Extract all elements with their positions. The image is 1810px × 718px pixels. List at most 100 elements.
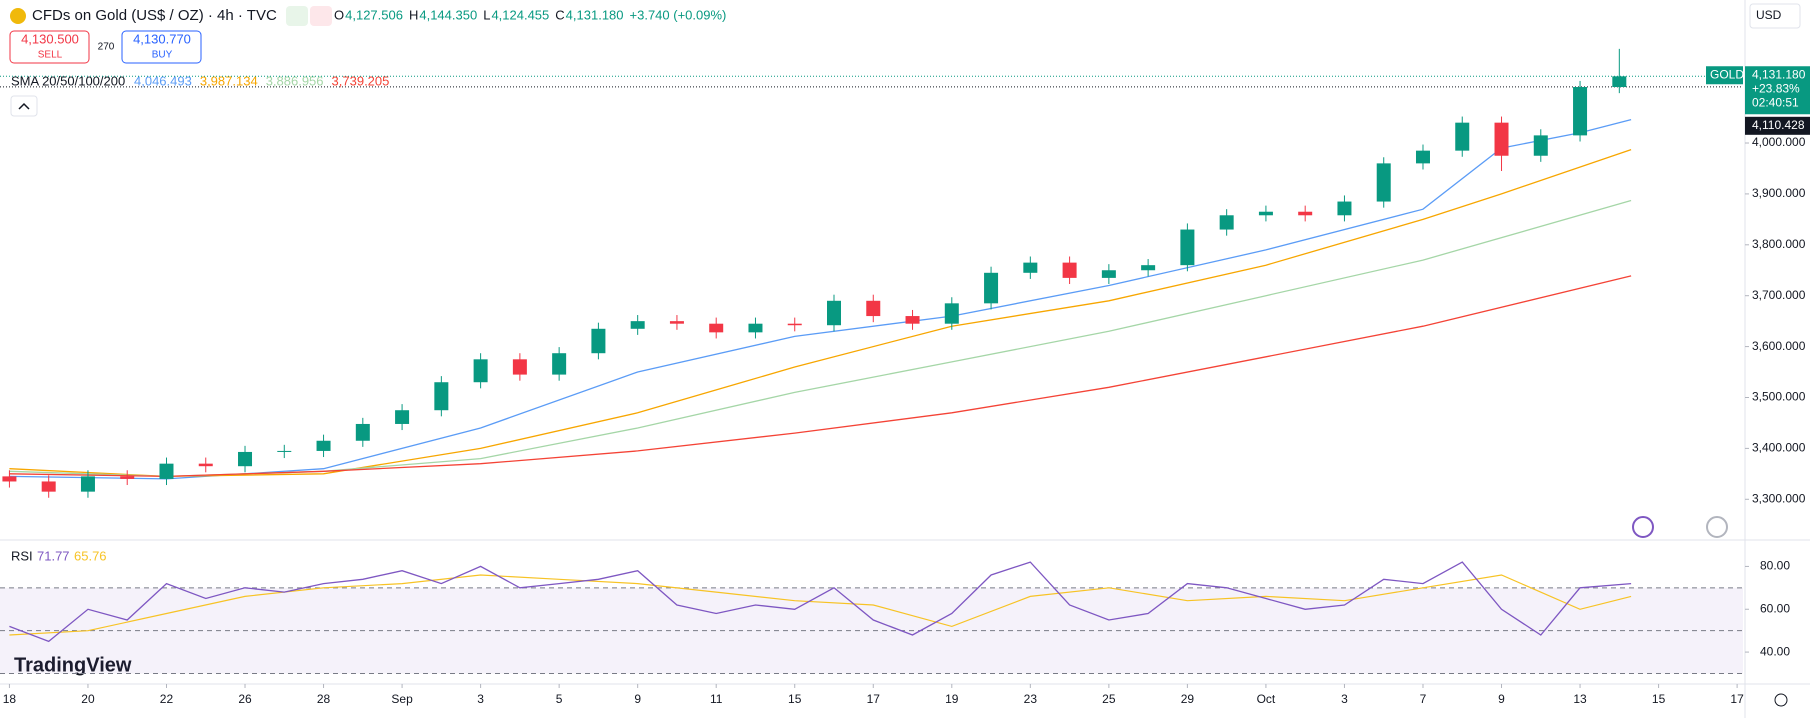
candle-body bbox=[355, 423, 370, 441]
ohlc-value: 4,144.350 bbox=[419, 7, 477, 22]
y-tick-label: 3,700.000 bbox=[1752, 288, 1806, 302]
rsi-tick-label: 40.00 bbox=[1760, 644, 1790, 658]
sma-line bbox=[9, 275, 1632, 478]
settings-icon[interactable] bbox=[1774, 693, 1788, 707]
candle-body bbox=[198, 463, 213, 467]
y-tick-label: 3,400.000 bbox=[1752, 441, 1806, 455]
candle-body bbox=[669, 321, 684, 324]
change: +3.740 (+0.09%) bbox=[630, 7, 727, 22]
x-tick-label: 3 bbox=[1341, 692, 1348, 706]
candle-body bbox=[434, 382, 449, 411]
candle-body bbox=[473, 359, 488, 383]
candle-body bbox=[1180, 229, 1195, 266]
symbol-label: GOLD bbox=[1710, 67, 1744, 81]
candle-body bbox=[1141, 265, 1156, 271]
sma-values: 4,046.493 3,987.134 3,886.956 3,739.205 bbox=[134, 73, 389, 88]
candle-body bbox=[591, 328, 606, 354]
x-tick-label: 18 bbox=[3, 692, 17, 706]
status-icon bbox=[286, 6, 308, 26]
sell-button[interactable] bbox=[9, 30, 90, 64]
candle-body bbox=[1612, 76, 1627, 88]
x-tick-label: 5 bbox=[556, 692, 563, 706]
spread: 270 bbox=[98, 42, 115, 53]
x-tick-label: 25 bbox=[1102, 692, 1116, 706]
currency-button[interactable] bbox=[1749, 3, 1801, 29]
candle-body bbox=[2, 476, 17, 482]
candle-body bbox=[1062, 262, 1077, 278]
candle-body bbox=[709, 323, 724, 333]
candle-body bbox=[1298, 211, 1313, 216]
candle-body bbox=[1573, 87, 1588, 136]
x-tick-label: 19 bbox=[945, 692, 959, 706]
x-tick-label: 23 bbox=[1024, 692, 1038, 706]
candle-body bbox=[1455, 122, 1470, 151]
candle-body bbox=[512, 359, 527, 375]
y-tick-label: 3,800.000 bbox=[1752, 237, 1806, 251]
candle-body bbox=[1023, 262, 1038, 273]
x-tick-label: 26 bbox=[238, 692, 252, 706]
x-tick-label: 3 bbox=[477, 692, 484, 706]
x-tick-label: 9 bbox=[634, 692, 641, 706]
x-tick-label: 20 bbox=[81, 692, 95, 706]
candle-body bbox=[395, 410, 410, 424]
x-tick-label: 13 bbox=[1573, 692, 1587, 706]
sma-value: 3,987.134 bbox=[200, 73, 258, 88]
candle-body bbox=[159, 463, 174, 479]
candle-body bbox=[748, 323, 763, 333]
candle-body bbox=[238, 451, 253, 467]
y-tick-label: 3,300.000 bbox=[1752, 491, 1806, 505]
x-tick-label: 9 bbox=[1498, 692, 1505, 706]
candle-body bbox=[316, 440, 331, 451]
ohlc: O 4,127.506 H 4,144.350 L 4,124.455 C 4,131.180… bbox=[334, 7, 726, 22]
candle-body bbox=[866, 300, 881, 317]
event-flag[interactable] bbox=[1706, 516, 1728, 538]
sma-label: SMA 20/50/100/200 bbox=[11, 73, 125, 88]
ohlc-value: 4,127.506 bbox=[345, 7, 403, 22]
x-tick-label: 17 bbox=[1730, 692, 1744, 706]
candle-body bbox=[787, 323, 802, 326]
candle-body bbox=[630, 321, 645, 329]
chevron bbox=[18, 102, 30, 110]
candle-body bbox=[1258, 211, 1273, 216]
candle-body bbox=[41, 481, 56, 492]
countdown: 02:40:51 bbox=[1752, 95, 1799, 109]
x-tick-label: 28 bbox=[317, 692, 331, 706]
candle-body bbox=[1415, 150, 1430, 164]
candle-body bbox=[1101, 270, 1116, 278]
status-icon bbox=[310, 6, 332, 26]
candle-body bbox=[905, 316, 920, 324]
last-price-label: 4,131.180 bbox=[1752, 67, 1806, 81]
candle-body bbox=[120, 476, 135, 479]
prev-price-box bbox=[1745, 116, 1810, 135]
x-tick-label: 29 bbox=[1181, 692, 1195, 706]
buy-button[interactable] bbox=[121, 30, 202, 64]
buy-price: 4,130.770 bbox=[133, 31, 191, 46]
title: CFDs on Gold (US$ / OZ) · 4h · TVC bbox=[32, 7, 277, 24]
ohlc-key: C bbox=[555, 7, 564, 22]
y-tick-label: 3,500.000 bbox=[1752, 390, 1806, 404]
x-tick-label: 7 bbox=[1420, 692, 1427, 706]
sma-value: 3,886.956 bbox=[266, 73, 324, 88]
x-tick-label: Oct bbox=[1257, 692, 1276, 706]
event-flag[interactable] bbox=[1632, 516, 1654, 538]
ohlc-value: 4,131.180 bbox=[566, 7, 624, 22]
candle-body bbox=[1219, 215, 1234, 230]
ohlc-key: H bbox=[409, 7, 418, 22]
buy-label: BUY bbox=[152, 50, 173, 61]
rsi-line bbox=[9, 561, 1632, 643]
candle-body bbox=[277, 450, 292, 452]
logo: TradingView bbox=[14, 654, 132, 676]
candle-body bbox=[552, 353, 567, 375]
candle-body bbox=[1494, 122, 1509, 156]
collapse-button[interactable] bbox=[10, 95, 38, 117]
candle-body bbox=[984, 272, 999, 304]
rsi-tick-label: 60.00 bbox=[1760, 601, 1790, 615]
ohlc-key: L bbox=[483, 7, 490, 22]
currency: USD bbox=[1756, 8, 1782, 22]
last-price-box bbox=[1745, 66, 1810, 115]
y-tick-label: 3,600.000 bbox=[1752, 339, 1806, 353]
y-tick-label: 4,000.000 bbox=[1752, 135, 1806, 149]
candle-body bbox=[1337, 201, 1352, 216]
sma-value: 3,739.205 bbox=[332, 73, 390, 88]
